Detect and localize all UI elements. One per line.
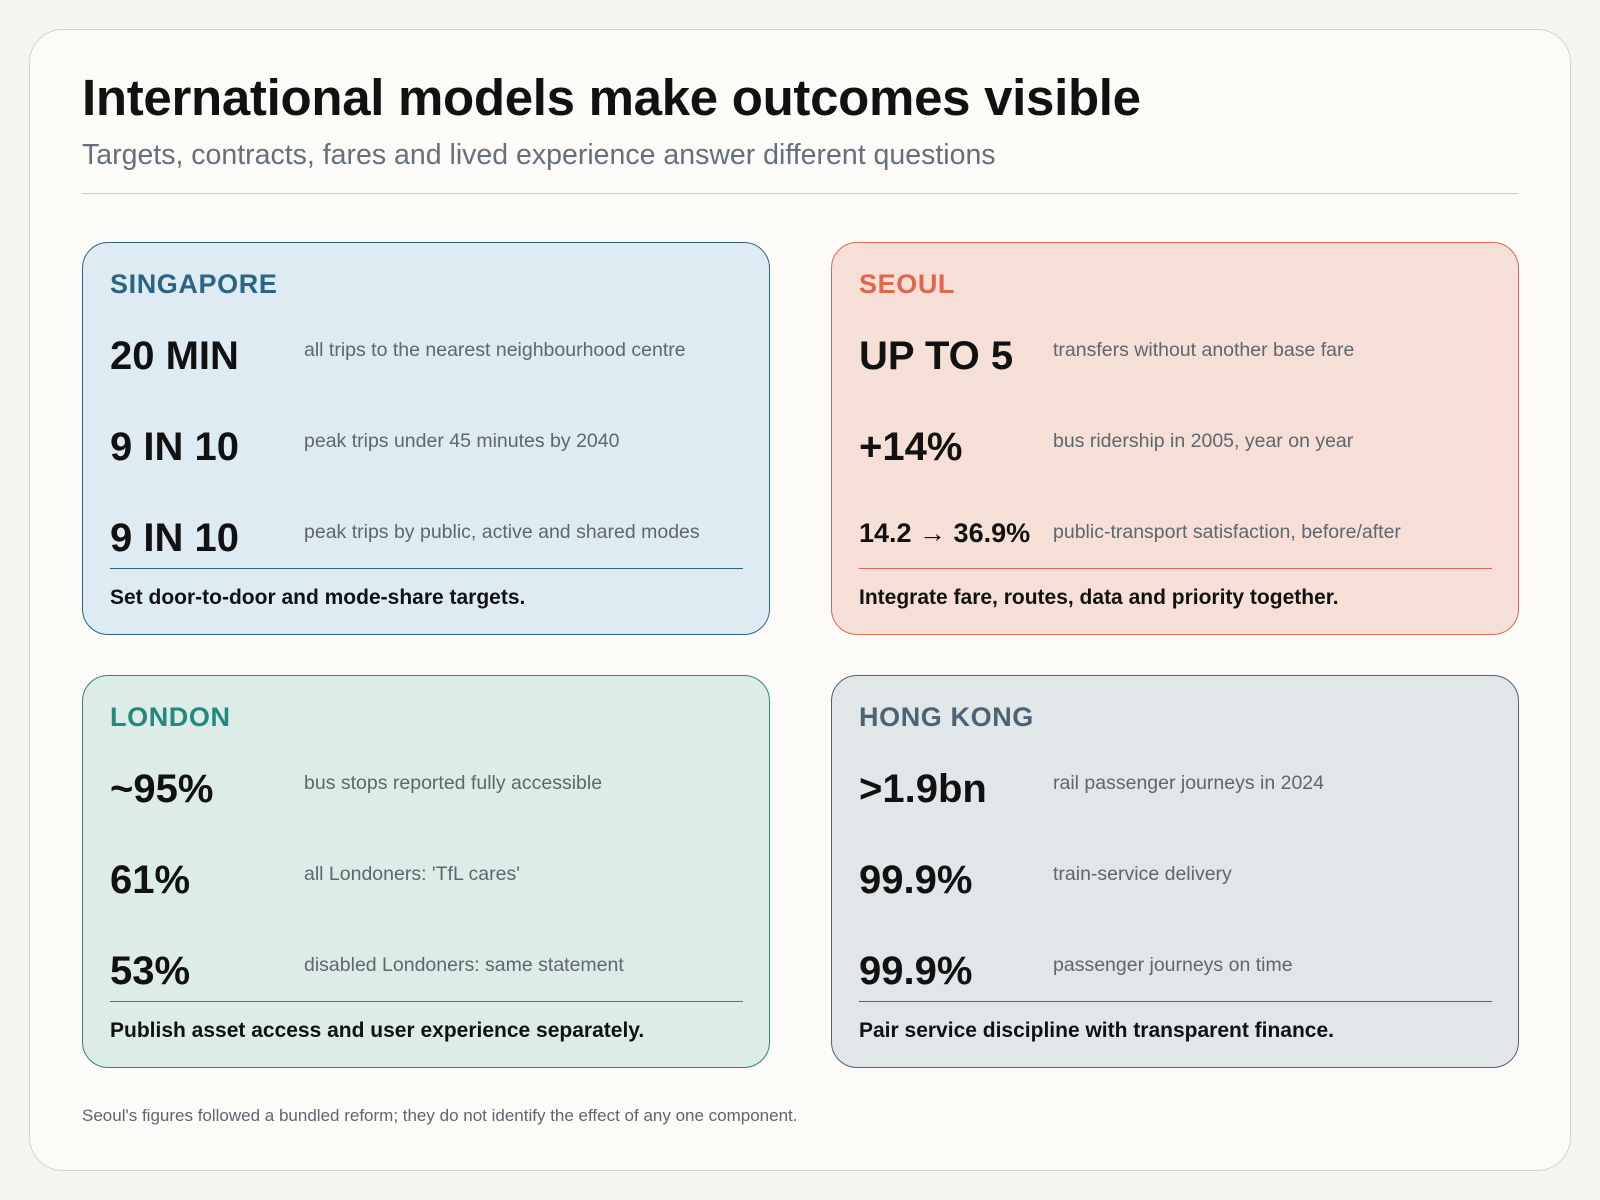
city-name: SINGAPORE: [110, 269, 278, 299]
card-divider: [110, 568, 743, 569]
city-name: SEOUL: [859, 269, 956, 299]
card-takeaway: Integrate fare, routes, data and priorit…: [859, 586, 1339, 609]
city-card-singapore: SINGAPORE 20 MIN all trips to the neares…: [82, 242, 770, 635]
metric-label: bus ridership in 2005, year on year: [1053, 430, 1354, 452]
page-title: International models make outcomes visib…: [82, 69, 1141, 126]
footnote: Seoul's figures followed a bundled refor…: [82, 1106, 798, 1125]
metric-label: rail passenger journeys in 2024: [1053, 772, 1325, 794]
metric-value: 53%: [110, 949, 191, 993]
metric-label: disabled Londoners: same statement: [304, 954, 624, 976]
card-takeaway: Publish asset access and user experience…: [110, 1019, 645, 1042]
card-divider: [859, 568, 1492, 569]
city-name: HONG KONG: [859, 702, 1034, 732]
metric-value: 9 IN 10: [110, 425, 239, 469]
metric-value: UP TO 5: [859, 334, 1014, 378]
metric-value: ~95%: [110, 767, 214, 811]
metric-label: public-transport satisfaction, before/af…: [1053, 521, 1401, 543]
header-divider: [82, 193, 1518, 194]
city-card-hong-kong: HONG KONG >1.9bn rail passenger journeys…: [831, 675, 1519, 1068]
metric-label: transfers without another base fare: [1053, 339, 1355, 361]
metric-value: 99.9%: [859, 949, 973, 993]
metric-label: peak trips by public, active and shared …: [304, 521, 700, 543]
metric-label: peak trips under 45 minutes by 2040: [304, 430, 620, 452]
metric-value: 99.9%: [859, 858, 973, 902]
card-divider: [110, 1001, 743, 1002]
metric-value: 14.2 → 36.9%: [859, 518, 1031, 548]
metric-value: >1.9bn: [859, 767, 987, 811]
metric-label: passenger journeys on time: [1053, 954, 1293, 976]
city-card-london: LONDON ~95% bus stops reported fully acc…: [82, 675, 770, 1068]
metric-label: train-service delivery: [1053, 863, 1232, 885]
city-card-seoul: SEOUL UP TO 5 transfers without another …: [831, 242, 1519, 635]
city-name: LONDON: [110, 702, 231, 732]
metric-value: +14%: [859, 425, 963, 469]
card-takeaway: Set door-to-door and mode-share targets.: [110, 586, 526, 609]
metric-value: 20 MIN: [110, 334, 239, 378]
card-takeaway: Pair service discipline with transparent…: [859, 1019, 1335, 1042]
metric-label: all Londoners: 'TfL cares': [304, 863, 520, 885]
card-divider: [859, 1001, 1492, 1002]
metric-value: 61%: [110, 858, 191, 902]
metric-label: all trips to the nearest neighbourhood c…: [304, 339, 686, 361]
metric-value: 9 IN 10: [110, 516, 239, 560]
metric-label: bus stops reported fully accessible: [304, 772, 603, 794]
page-subtitle: Targets, contracts, fares and lived expe…: [82, 139, 996, 171]
